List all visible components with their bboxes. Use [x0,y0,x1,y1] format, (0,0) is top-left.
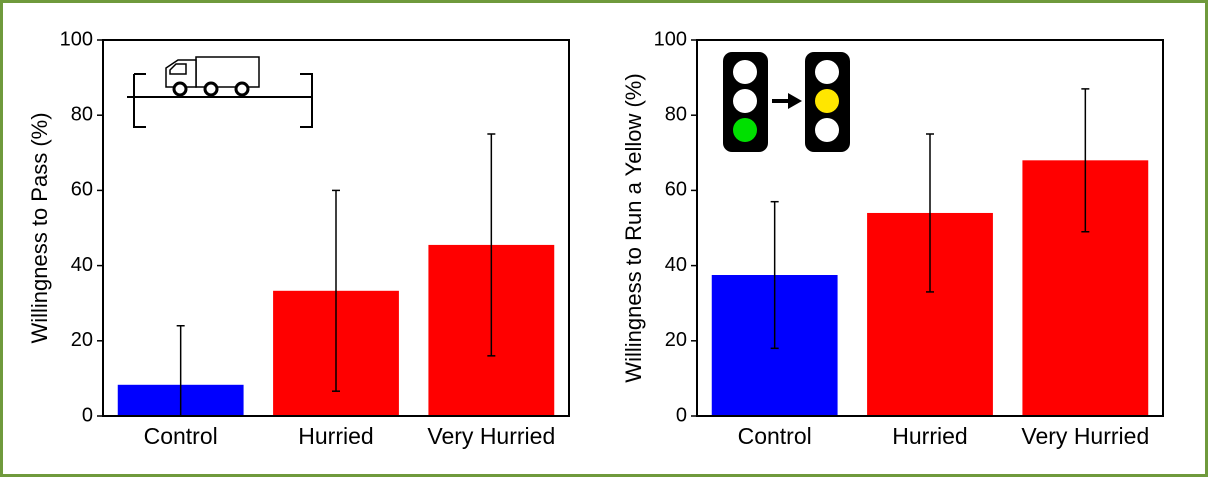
y-tick-label: 40 [665,254,687,276]
y-tick-label: 20 [71,329,93,351]
x-tick-label: Hurried [298,423,373,449]
x-tick-label: Control [738,423,812,449]
x-tick-label: Control [144,423,218,449]
x-tick-label: Hurried [892,423,967,449]
y-tick-label: 100 [60,28,93,50]
y-tick-label: 40 [71,254,93,276]
y-tick-label: 60 [665,179,687,201]
y-tick-label: 20 [665,329,687,351]
y-tick-label: 100 [654,28,687,50]
x-tick-label: Very Hurried [427,423,555,449]
y-tick-label: 80 [665,103,687,125]
y-axis-label: Willingness to Run a Yellow (%) [621,73,646,382]
figure: Control Hurried Very Hurried 0 20 40 60 80 100 Wi… [0,0,1208,477]
y-tick-label: 80 [71,103,93,125]
y-axis-label: Willingness to Pass (%) [27,112,52,343]
x-tick-label: Very Hurried [1021,423,1149,449]
y-tick-label: 0 [676,404,687,426]
y-tick-label: 60 [71,179,93,201]
y-tick-label: 0 [82,404,93,426]
